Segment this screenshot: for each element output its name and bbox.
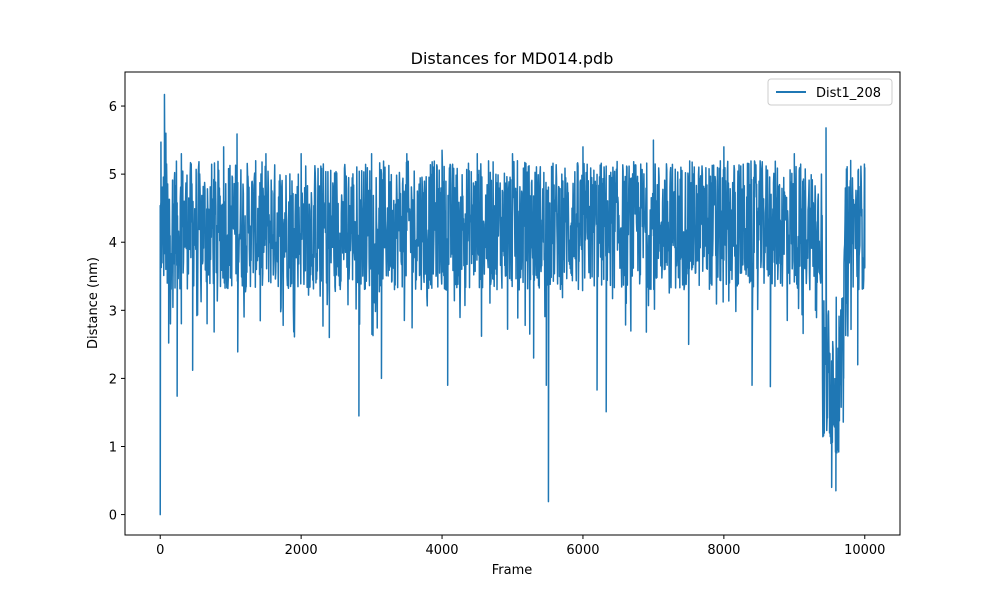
x-tick-label: 2000: [285, 543, 318, 558]
legend-label: Dist1_208: [816, 86, 881, 101]
x-axis: 0 2000 4000 6000 8000 10000: [156, 535, 885, 558]
y-tick-label: 2: [109, 372, 117, 387]
x-tick-label: 4000: [425, 543, 458, 558]
y-tick-label: 4: [109, 236, 117, 251]
y-tick-label: 6: [109, 100, 117, 115]
x-tick-label: 6000: [566, 543, 599, 558]
legend-box: [767, 78, 893, 106]
series-layer: [159, 93, 866, 516]
y-axis-label: Distance (nm): [86, 257, 101, 349]
y-tick-label: 1: [109, 440, 117, 455]
y-tick-label: 3: [109, 304, 117, 319]
x-tick-label: 10000: [844, 543, 885, 558]
chart-title: Distances for MD014.pdb: [411, 49, 614, 68]
series-line-dist1-208: [159, 93, 866, 516]
y-tick-label: 5: [109, 168, 117, 183]
y-tick-label: 0: [109, 509, 117, 524]
plot-frame: [124, 71, 901, 536]
legend: Dist1_208: [767, 78, 893, 106]
x-axis-label: Frame: [492, 563, 533, 578]
y-axis: 0 1 2 3 4 5 6: [109, 100, 125, 524]
x-tick-label: 8000: [707, 543, 740, 558]
x-tick-label: 0: [156, 543, 164, 558]
